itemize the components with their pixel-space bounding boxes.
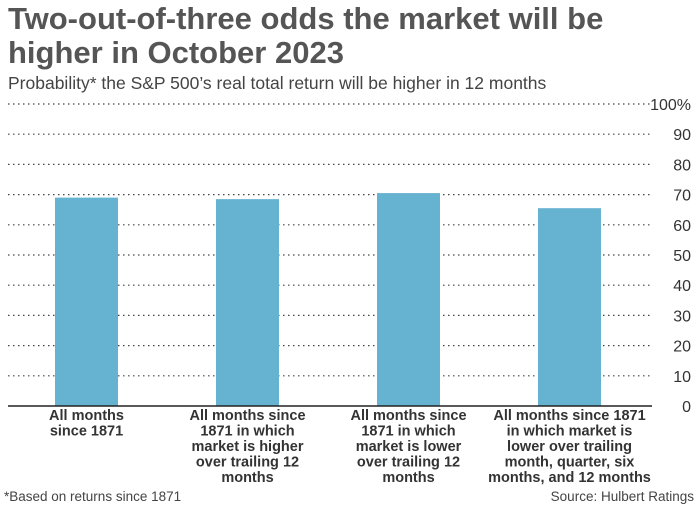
- y-tick-label: 80: [673, 157, 691, 174]
- y-tick-label: 70: [673, 188, 691, 205]
- x-category-label: All months since 1871 in which market is l…: [350, 408, 466, 486]
- y-tick-label: 100%: [650, 97, 691, 114]
- x-axis-category-labels: All months since 1871 All months since 1871…: [49, 408, 651, 486]
- y-tick-label: 50: [673, 248, 691, 265]
- chart-subtitle: Probability* the S&P 500’s real total re…: [8, 73, 547, 93]
- x-category-label: All months since 1871 in which market is l…: [488, 408, 651, 486]
- y-tick-label: 30: [673, 308, 691, 325]
- source-credit: Source: Hulbert Ratings: [550, 489, 694, 504]
- y-tick-label: 60: [673, 218, 691, 235]
- bar: [216, 199, 279, 406]
- y-axis-tick-labels: 0 10 20 30 40 50 60 70 80 90 100%: [650, 97, 691, 416]
- y-tick-label: 20: [673, 339, 691, 356]
- bar: [55, 197, 118, 406]
- bar: [538, 208, 601, 406]
- y-tick-label: 0: [682, 399, 691, 416]
- y-tick-label: 10: [673, 369, 691, 386]
- bars: [55, 193, 601, 406]
- y-tick-label: 40: [673, 278, 691, 295]
- chart-title: Two-out-of-three odds the market will be…: [8, 1, 604, 70]
- x-category-label: All months since 1871: [49, 408, 124, 440]
- y-tick-label: 90: [673, 127, 691, 144]
- x-category-label: All months since 1871 in which market is h…: [189, 408, 305, 486]
- bar: [377, 193, 440, 406]
- footnote: *Based on returns since 1871: [4, 489, 182, 504]
